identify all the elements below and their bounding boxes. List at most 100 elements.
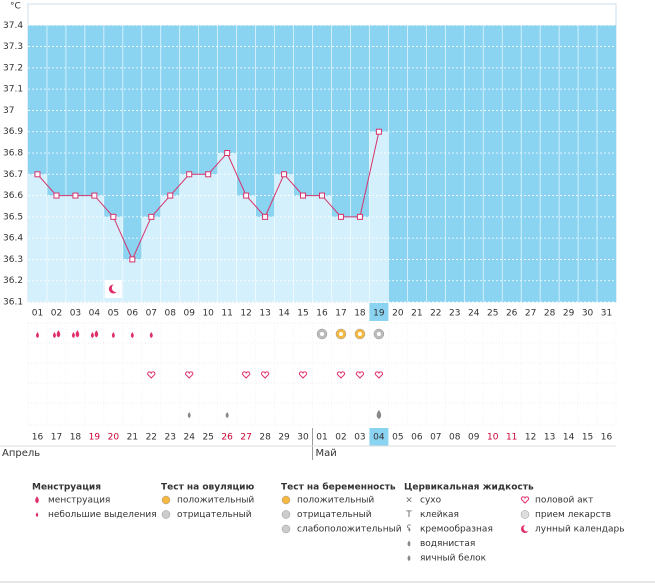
legend-item: положительный xyxy=(177,496,254,506)
legend-title: Менструация xyxy=(32,483,101,493)
x-tick-label: 16 xyxy=(316,309,328,319)
date-label: 22 xyxy=(146,433,157,443)
x-tick-label: 31 xyxy=(601,309,612,319)
legend-item: отрицательный xyxy=(297,510,372,520)
heart-icon xyxy=(260,371,270,379)
y-tick-label: 36.7 xyxy=(3,170,23,180)
y-tick-label: 36.6 xyxy=(3,191,23,201)
drop-icon xyxy=(407,555,411,561)
date-label: 04 xyxy=(373,433,385,443)
legend-symbol xyxy=(281,495,291,505)
point xyxy=(72,192,79,199)
date-label: 27 xyxy=(240,433,251,443)
x-tick-label: 02 xyxy=(51,309,62,319)
point xyxy=(300,192,307,199)
bar xyxy=(293,195,313,302)
legend-item: отрицательный xyxy=(177,510,252,520)
date-label: 07 xyxy=(430,433,441,443)
date-label: 14 xyxy=(563,433,575,443)
y-tick-label: 36.9 xyxy=(3,127,23,137)
legend-title: Цервикальная жидкость xyxy=(404,483,534,493)
x-tick-label: 06 xyxy=(127,309,139,319)
y-tick-label: 37.4 xyxy=(3,21,23,31)
x-tick-label: 10 xyxy=(202,309,214,319)
legend-item: сухо xyxy=(420,496,442,506)
y-tick-label: 36.3 xyxy=(3,255,23,265)
bar xyxy=(236,195,256,302)
date-label: 10 xyxy=(487,433,499,443)
legend-item: небольшие выделения xyxy=(48,510,157,520)
point xyxy=(129,256,136,263)
bar xyxy=(369,131,389,302)
y-tick-label: 36.4 xyxy=(3,234,23,244)
date-label: 16 xyxy=(601,433,613,443)
legend-item: водянистая xyxy=(420,539,475,549)
legend-symbol: ʢ xyxy=(407,525,412,535)
point xyxy=(375,128,382,135)
date-label: 09 xyxy=(468,433,480,443)
legend-symbol: T xyxy=(405,510,412,520)
x-tick-label: 30 xyxy=(582,309,594,319)
date-label: 17 xyxy=(51,433,62,443)
legend-symbol xyxy=(281,510,291,519)
legend-item: слабоположительный xyxy=(297,525,402,535)
bar xyxy=(160,195,180,302)
highlight-date xyxy=(369,428,389,446)
x-tick-label: 21 xyxy=(411,309,422,319)
drop-icon xyxy=(407,540,411,547)
date-label: 02 xyxy=(335,433,346,443)
y-tick-label: 37.3 xyxy=(3,42,23,52)
drop-icon xyxy=(111,332,115,338)
heart-icon xyxy=(336,371,346,379)
x-tick-label: 11 xyxy=(221,309,232,319)
x-tick-label: 19 xyxy=(373,309,385,319)
date-label: 29 xyxy=(278,433,290,443)
legend-item: кремообразная xyxy=(420,525,493,535)
drop-icon xyxy=(75,330,80,338)
x-tick-label: 24 xyxy=(468,309,480,319)
highlight-day xyxy=(369,303,389,321)
y-tick-label: 36.5 xyxy=(3,212,23,222)
month-label: Апрель xyxy=(2,448,40,459)
date-label: 13 xyxy=(544,433,555,443)
bar xyxy=(217,153,237,302)
y-tick-label: 37.1 xyxy=(3,85,23,95)
x-tick-label: 18 xyxy=(354,309,366,319)
x-tick-label: 09 xyxy=(183,309,195,319)
legend-item: лунный календарь xyxy=(535,525,625,535)
drop-icon xyxy=(56,330,61,338)
x-tick-label: 27 xyxy=(525,309,536,319)
x-tick-label: 22 xyxy=(430,309,441,319)
drop-icon xyxy=(35,496,39,504)
x-tick-label: 25 xyxy=(487,309,498,319)
legend-item: менструация xyxy=(48,496,110,506)
date-label: 15 xyxy=(582,433,593,443)
x-tick-label: 01 xyxy=(32,309,43,319)
point xyxy=(34,171,41,178)
bar xyxy=(312,195,332,302)
x-tick-label: 23 xyxy=(449,309,460,319)
point xyxy=(262,213,269,220)
x-tick-label: 28 xyxy=(544,309,556,319)
drop-icon xyxy=(94,330,99,338)
date-label: 26 xyxy=(221,433,233,443)
drop-icon xyxy=(130,332,134,338)
date-label: 08 xyxy=(449,433,461,443)
moon-cut xyxy=(111,284,120,292)
unit: °C xyxy=(10,2,21,12)
date-label: 05 xyxy=(392,433,403,443)
x-tick-label: 05 xyxy=(108,309,119,319)
test-icon-inner xyxy=(357,332,362,336)
legend-symbol xyxy=(161,495,171,505)
point xyxy=(167,192,174,199)
legend-symbol xyxy=(281,524,291,534)
test-icon-inner xyxy=(376,332,381,336)
point xyxy=(53,192,60,199)
point xyxy=(356,213,363,220)
drop-icon xyxy=(35,512,39,518)
date-label: 11 xyxy=(506,433,517,443)
x-tick-label: 07 xyxy=(146,309,157,319)
heart-icon xyxy=(374,371,384,379)
y-tick-label: 36.1 xyxy=(3,298,23,308)
legend-symbol xyxy=(161,510,171,519)
